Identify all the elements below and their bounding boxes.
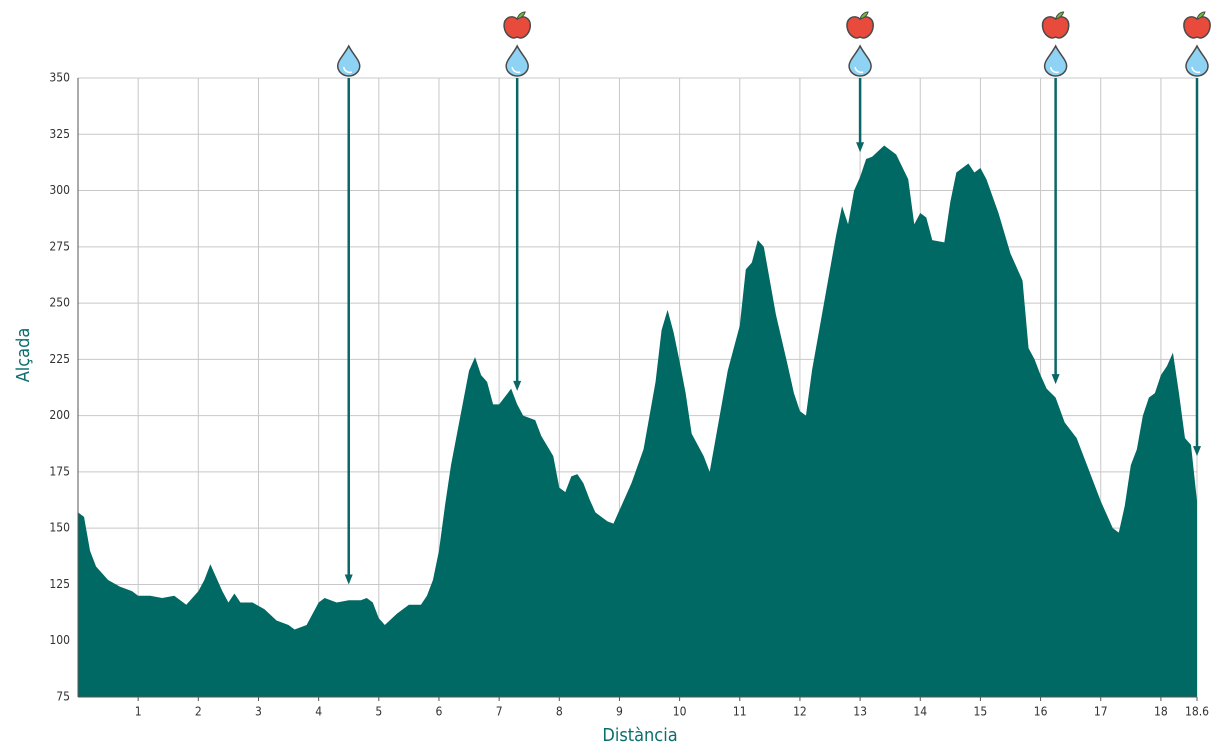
- apple-icon: [846, 16, 874, 39]
- y-tick-label: 175: [49, 464, 70, 478]
- x-tick-label: 5: [375, 705, 382, 719]
- apple-leaf: [1054, 11, 1065, 20]
- x-tick-label: 2: [195, 705, 202, 719]
- x-tick-label: 13: [853, 705, 867, 719]
- x-tick-label: 4: [315, 705, 322, 719]
- x-tick-label: 16: [1034, 705, 1048, 719]
- stop-marker: [1183, 11, 1211, 457]
- x-tick-label: 12: [793, 705, 807, 719]
- x-tick-label: 15: [974, 705, 988, 719]
- apple-icon: [1183, 16, 1211, 39]
- y-tick-label: 275: [49, 239, 70, 253]
- y-tick-label: 100: [49, 633, 70, 647]
- x-tick-label: 7: [496, 705, 503, 719]
- y-tick-label: 250: [49, 296, 70, 310]
- water-shine: [511, 66, 521, 74]
- arrow-head: [344, 574, 353, 585]
- water-shine: [1049, 66, 1059, 74]
- water-icon: [336, 44, 361, 77]
- apple-icon: [503, 16, 531, 39]
- apple-leaf: [859, 11, 869, 20]
- apple-leaf: [1196, 11, 1206, 20]
- x-tick-label: 11: [733, 705, 747, 719]
- y-axis-title: Alçada: [13, 328, 34, 383]
- water-shine: [1191, 66, 1201, 74]
- x-tick-label: 17: [1094, 705, 1108, 719]
- y-tick-label: 225: [49, 352, 70, 366]
- apple-icon: [1041, 16, 1070, 39]
- arrow-head: [1193, 446, 1201, 457]
- water-icon: [1043, 44, 1068, 77]
- y-tick-label: 150: [49, 521, 70, 535]
- x-tick-label: 18.6: [1185, 705, 1209, 719]
- y-tick-label: 75: [56, 690, 70, 704]
- arrow-head: [856, 142, 865, 153]
- stop-marker: [846, 11, 874, 153]
- y-tick-label: 350: [49, 71, 70, 85]
- x-tick-label: 18: [1154, 705, 1168, 719]
- apple-leaf: [516, 11, 526, 20]
- x-tick-label: 3: [255, 705, 262, 719]
- x-tick-label: 6: [436, 705, 443, 719]
- x-tick-label: 10: [673, 705, 687, 719]
- water-icon: [505, 44, 529, 77]
- x-tick-label: 9: [616, 705, 623, 719]
- y-tick-label: 300: [49, 183, 70, 197]
- x-axis-title: Distància: [602, 725, 677, 746]
- stop-marker: [1041, 11, 1070, 385]
- water-icon: [1185, 44, 1209, 77]
- water-icon: [848, 44, 872, 77]
- y-tick-label: 200: [49, 408, 70, 422]
- stop-marker: [336, 44, 361, 585]
- plot: [77, 78, 1197, 698]
- y-tick-label: 325: [49, 127, 70, 141]
- water-shine: [342, 66, 352, 74]
- elevation-area: [78, 145, 1197, 697]
- stop-marker: [503, 11, 531, 391]
- water-shine: [854, 66, 864, 74]
- arrow-head: [1051, 374, 1060, 385]
- x-tick-label: 8: [556, 705, 563, 719]
- x-tick-label: 14: [913, 705, 927, 719]
- x-tick-label: 1: [135, 705, 142, 719]
- arrow-head: [513, 380, 522, 391]
- y-tick-label: 125: [49, 577, 70, 591]
